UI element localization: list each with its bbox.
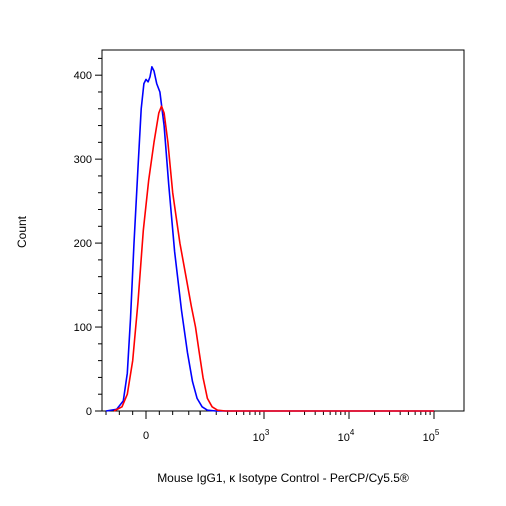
- x-tick-base: 10: [253, 432, 265, 444]
- x-axis-title: Mouse IgG1, κ Isotype Control - PerCP/Cy…: [157, 471, 409, 485]
- y-tick-label: 0: [86, 406, 92, 418]
- y-tick-label: 100: [74, 322, 92, 334]
- series-line-1: [105, 66, 434, 412]
- x-tick-exponent: 5: [435, 428, 440, 437]
- series-line-2: [113, 105, 434, 412]
- plot-frame: [101, 49, 465, 412]
- x-tick-exponent: 3: [265, 428, 270, 437]
- x-tick-label: 0: [143, 430, 149, 442]
- series-group: [105, 66, 434, 412]
- y-tick-label: 300: [74, 154, 92, 166]
- x-tick-label: 104: [338, 428, 355, 444]
- x-tick-base: 10: [423, 432, 435, 444]
- y-axis: 0 100 200 300 400: [74, 57, 102, 418]
- y-axis-title: Count: [15, 215, 29, 248]
- x-axis: 0 103 104 105: [105, 411, 440, 444]
- y-tick-label: 200: [74, 238, 92, 250]
- x-tick-label: 103: [253, 428, 270, 444]
- x-tick-label: 105: [423, 428, 440, 444]
- x-tick-base: 10: [338, 432, 350, 444]
- x-tick-exponent: 4: [350, 428, 355, 437]
- y-tick-label: 400: [74, 70, 92, 82]
